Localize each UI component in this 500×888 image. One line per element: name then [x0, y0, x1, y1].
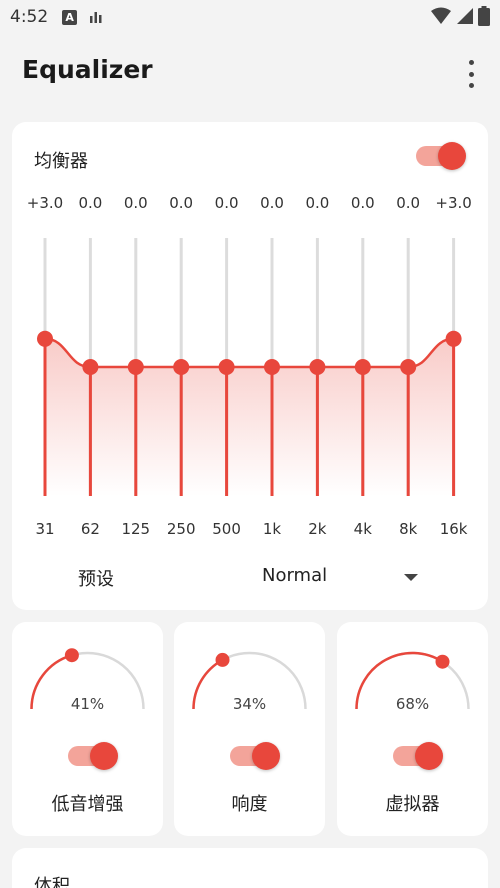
virtualizer-card: 68% 虚拟器	[337, 622, 488, 836]
band-handle-500[interactable]	[218, 359, 235, 375]
band-handle-31[interactable]	[37, 330, 53, 347]
more-dot-icon	[468, 83, 474, 88]
cell-signal-icon	[457, 8, 473, 24]
toggle-knob	[438, 142, 466, 170]
bass-boost-toggle[interactable]	[68, 742, 118, 770]
bass-boost-card: 41% 低音增强	[12, 622, 163, 836]
virtualizer-dial-knob[interactable]	[435, 654, 450, 669]
gain-label-8k: 0.0	[396, 194, 421, 212]
freq-label-16k: 16k	[439, 520, 468, 538]
eq-curve-area	[45, 338, 454, 496]
bass-boost-label: 低音增强	[51, 794, 124, 815]
bass-dial-knob[interactable]	[64, 648, 79, 663]
freq-label-500: 500	[212, 520, 241, 538]
equalizer-title: 均衡器	[34, 151, 88, 172]
toggle-knob	[90, 742, 118, 770]
loudness-card: 34% 响度	[174, 622, 325, 836]
freq-label-250: 250	[166, 520, 196, 538]
gain-label-500: 0.0	[214, 194, 239, 212]
dropdown-caret-icon[interactable]	[404, 574, 418, 581]
gain-label-1k: 0.0	[260, 194, 284, 212]
bass-boost-value: 41%	[70, 695, 105, 713]
volume-title: 体积	[34, 876, 70, 888]
freq-label-31: 31	[35, 520, 55, 538]
battery-icon	[478, 6, 490, 26]
notification-icon: A	[62, 9, 78, 25]
freq-label-1k: 1k	[262, 520, 282, 538]
virtualizer-label: 虚拟器	[385, 794, 440, 815]
band-handle-1k[interactable]	[264, 359, 280, 375]
equalizer-card: 均衡器 +3.0 0.0 0.0 0.0 0.0 0.0 0.0 0.0 0.0 +3.0 31 6…	[12, 122, 488, 610]
gain-label-16k: +3.0	[435, 194, 472, 212]
gain-label-125: 0.0	[123, 194, 148, 212]
gain-label-62: 0.0	[78, 194, 103, 212]
page-title: Equalizer	[22, 55, 153, 84]
toggle-knob	[252, 742, 280, 770]
band-handle-16k[interactable]	[445, 330, 462, 347]
loudness-label: 响度	[231, 794, 268, 815]
volume-card: 体积	[12, 848, 488, 888]
gain-label-250: 0.0	[169, 194, 194, 212]
loudness-dial-knob[interactable]	[215, 652, 230, 667]
virtualizer-value: 68%	[395, 695, 430, 713]
status-time: 4:52	[10, 7, 49, 27]
preset-dropdown[interactable]: Normal	[262, 565, 328, 586]
more-dot-icon	[468, 71, 474, 77]
loudness-toggle[interactable]	[230, 742, 280, 770]
signal-bars-icon	[90, 12, 102, 23]
loudness-dial[interactable]	[174, 622, 325, 732]
equalizer-toggle[interactable]	[416, 142, 466, 170]
more-dot-icon	[468, 60, 474, 65]
gain-label-2k: 0.0	[305, 194, 330, 212]
band-handle-250[interactable]	[173, 359, 190, 375]
freq-label-2k: 2k	[308, 520, 327, 538]
freq-label-4k: 4k	[353, 520, 372, 538]
toggle-knob	[415, 742, 443, 770]
loudness-value: 34%	[232, 695, 267, 713]
status-bar: 4:52 A	[0, 0, 500, 34]
virtualizer-dial[interactable]	[337, 622, 488, 732]
freq-label-8k: 8k	[399, 520, 418, 538]
gain-label-4k: 0.0	[350, 194, 375, 212]
freq-label-125: 125	[121, 520, 151, 538]
status-right	[430, 6, 490, 26]
wifi-icon	[431, 7, 451, 24]
bass-dial-progress	[30, 654, 73, 710]
band-handle-125[interactable]	[127, 359, 144, 375]
band-handle-4k[interactable]	[354, 359, 371, 375]
band-handle-2k[interactable]	[309, 359, 326, 375]
gain-label-31: +3.0	[26, 194, 64, 212]
freq-label-62: 62	[80, 520, 100, 538]
equalizer-graph	[37, 238, 462, 496]
band-handle-8k[interactable]	[400, 359, 417, 375]
band-handle-62[interactable]	[82, 359, 99, 375]
virtualizer-dial-progress	[355, 651, 444, 710]
eq-curve-line	[44, 337, 454, 369]
virtualizer-toggle[interactable]	[393, 742, 443, 770]
more-options-button[interactable]	[462, 60, 480, 88]
bass-boost-dial[interactable]	[12, 622, 163, 732]
preset-label: 预设	[78, 569, 114, 590]
